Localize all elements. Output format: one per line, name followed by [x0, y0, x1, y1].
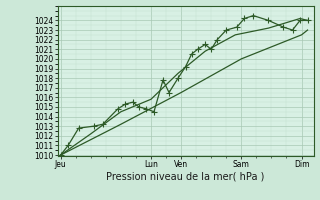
X-axis label: Pression niveau de la mer( hPa ): Pression niveau de la mer( hPa ) [107, 172, 265, 182]
